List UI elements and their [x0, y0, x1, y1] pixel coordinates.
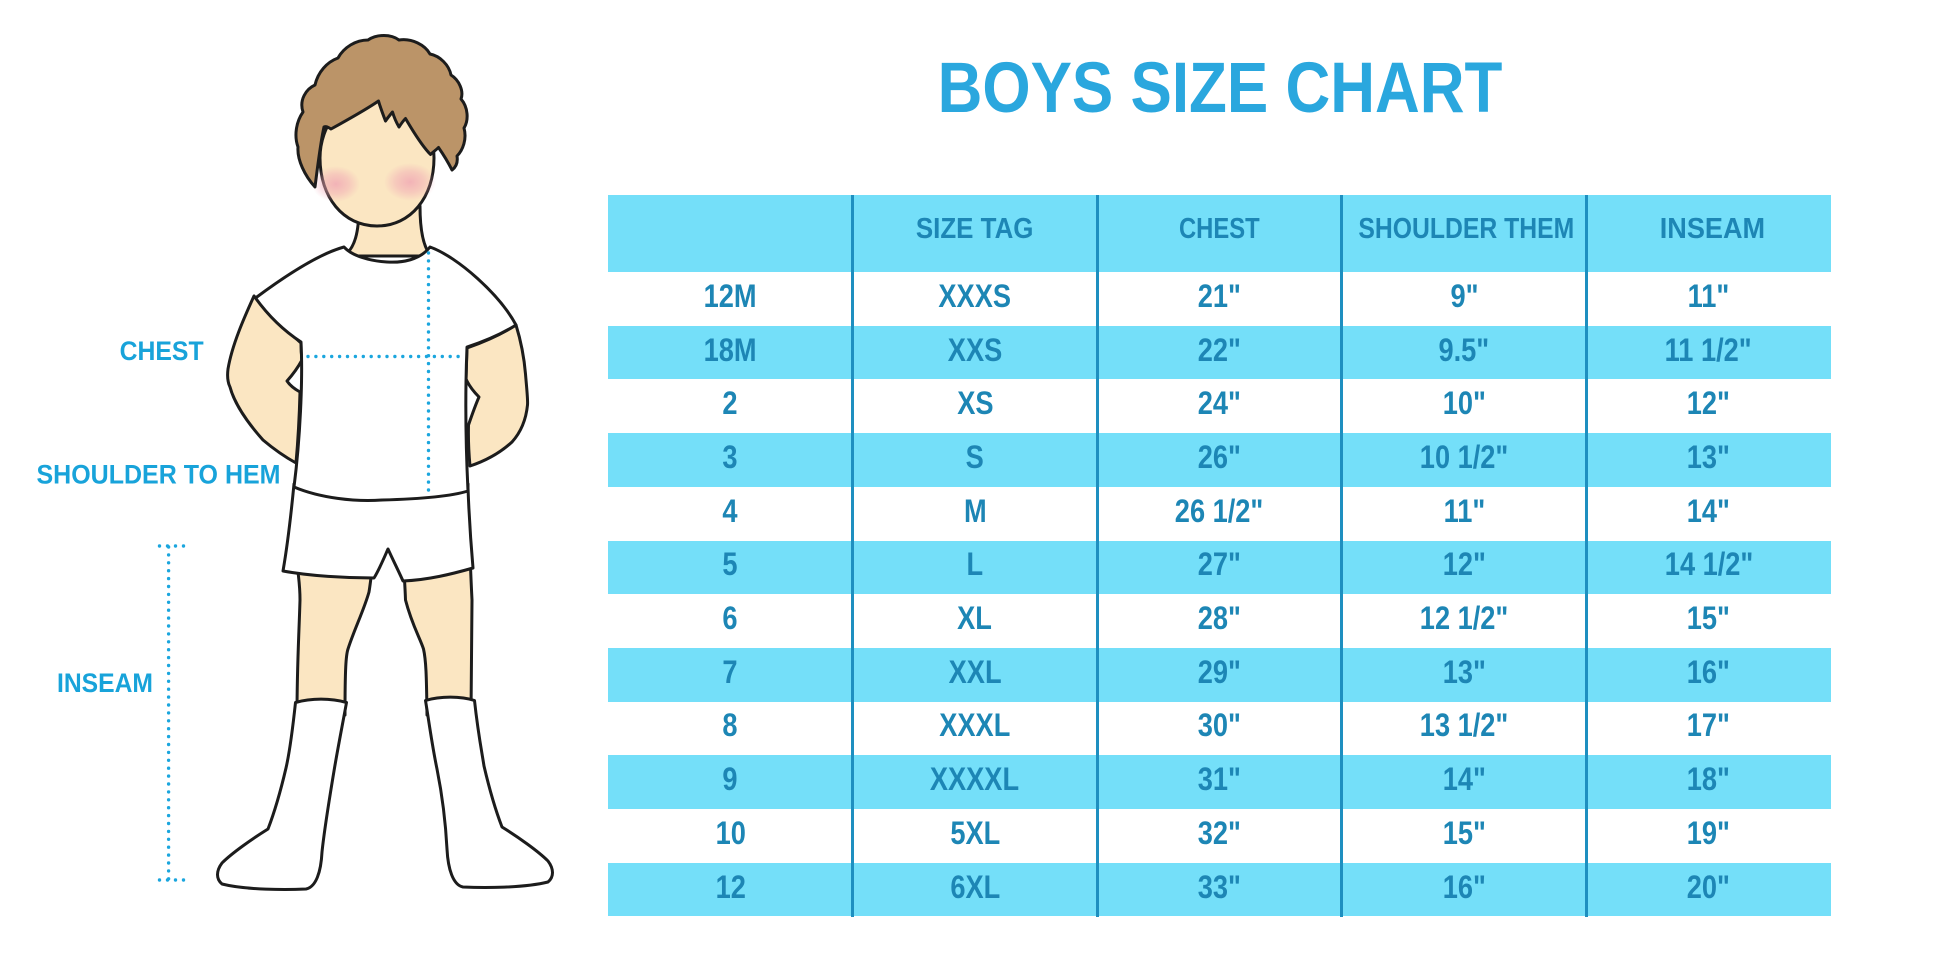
- svg-text:INSEAM: INSEAM: [57, 668, 153, 698]
- svg-text:SHOULDER TO HEM: SHOULDER TO HEM: [37, 460, 281, 490]
- svg-text:CHEST: CHEST: [120, 336, 204, 366]
